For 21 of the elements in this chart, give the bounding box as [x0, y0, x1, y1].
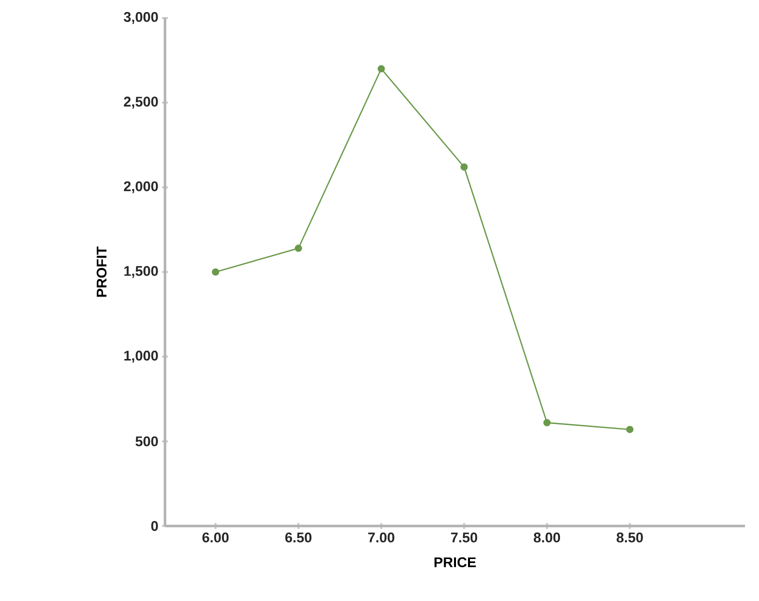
y-tick-label: 500 [136, 436, 158, 446]
x-tick-label: 6.50 [285, 532, 312, 542]
y-tick-label: 1,500 [124, 266, 158, 278]
x-axis-title: PRICE [434, 557, 476, 568]
y-tick-label: 2,000 [124, 181, 158, 194]
y-tick-label: 0 [151, 521, 158, 531]
y-tick-label: 1,000 [124, 350, 158, 363]
y-tick-label: 2,500 [124, 96, 158, 109]
x-tick-label: 8.50 [616, 532, 643, 542]
point [294, 244, 302, 252]
x-tick-label: 7.00 [368, 532, 394, 542]
point [212, 268, 220, 276]
y-tick-label: 3,000 [124, 12, 158, 24]
point [460, 163, 468, 171]
point [378, 65, 385, 72]
x-tick-label: 6.00 [202, 532, 229, 542]
point [626, 426, 634, 434]
y-axis-title: PROFIT [96, 246, 107, 297]
point [543, 419, 551, 426]
x-tick-label: 8.00 [534, 532, 560, 542]
x-tick-label: 7.50 [451, 532, 478, 542]
